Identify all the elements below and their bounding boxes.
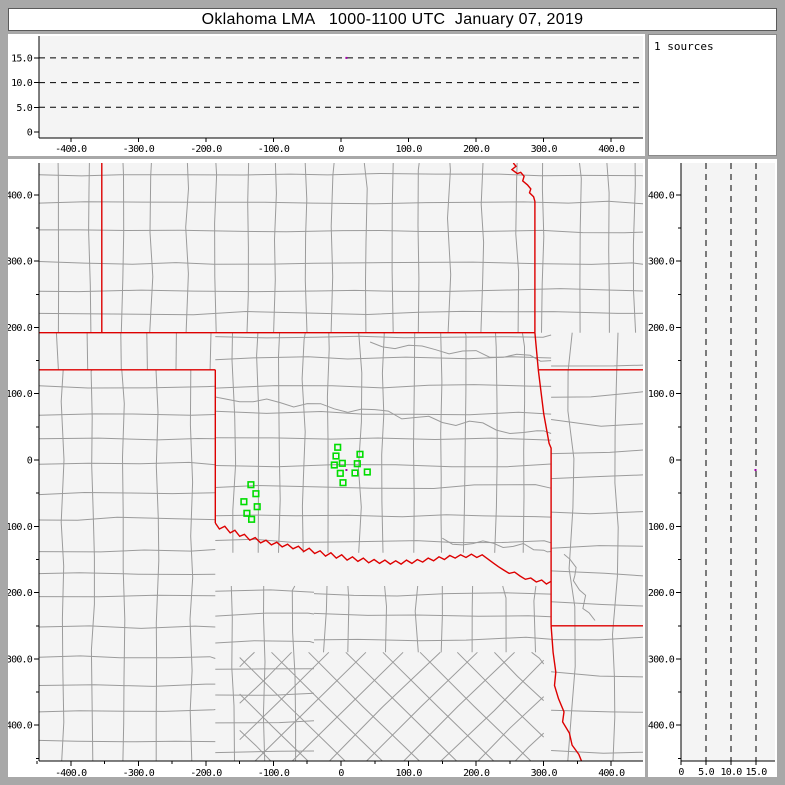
lma-station-marker <box>353 460 361 468</box>
map-axes: 400.0 300.0 200.0 100.0 0 -100.0 -200.0 -300.0 -… <box>8 163 643 777</box>
ns-alt-y-tick-label: 400.0 <box>648 190 675 201</box>
ns-alt-background <box>681 163 775 761</box>
lma-station-marker <box>248 515 256 523</box>
map-content <box>39 163 643 761</box>
ns-alt-y-tick-label: 200.0 <box>648 323 675 334</box>
alt-y-tick-label: 5.0 <box>16 103 32 114</box>
map-x-tick-label: -400.0 <box>55 768 87 777</box>
lma-station-marker <box>334 443 342 451</box>
map-y-tick-label: 200.0 <box>8 323 33 334</box>
map-y-tick-label: -200.0 <box>8 588 33 599</box>
ns-alt-x-tick-label: 15.0 <box>746 767 768 777</box>
alt-ew-x-tick-label: 400.0 <box>598 144 625 155</box>
map-y-tick-label: -300.0 <box>8 654 33 665</box>
alt-ew-x-tick-label: 200.0 <box>463 144 490 155</box>
state-border-kansas-missouri <box>510 163 536 333</box>
map-y-tick-label: 0 <box>27 456 33 467</box>
ns-alt-y-tick-label: 100.0 <box>648 389 675 400</box>
lma-station-marker <box>252 490 260 498</box>
ns-alt-axes: 400.0 300.0 200.0 100.0 0 -100.0 -200.0 -300.0 -… <box>648 163 775 777</box>
map-y-tick-label: -400.0 <box>8 721 33 732</box>
title-bar: Oklahoma LMA 1000-1100 UTC January 07, 2… <box>8 8 777 31</box>
alt-y-tick-label: 15.0 <box>11 53 33 64</box>
lma-station-marker <box>253 503 261 511</box>
alt-ew-axes: 15.0 10.0 5.0 0 -400.0 -300.0 -200.0 -100.0 0 100… <box>11 36 643 155</box>
state-border-oklahoma-missouri <box>534 332 539 370</box>
ns-alt-y-tick-label: 0 <box>669 456 675 467</box>
river-line <box>442 537 552 553</box>
plan-view-map-panel: 400.0 300.0 200.0 100.0 0 -100.0 -200.0 -300.0 -… <box>8 159 645 777</box>
sources-count-label: 1 sources <box>654 40 714 53</box>
alt-ew-x-tick-label: -100.0 <box>258 144 290 155</box>
map-x-tick-label: -100.0 <box>258 768 290 777</box>
lma-station-marker <box>243 509 251 517</box>
alt-ew-x-tick-label: 0 <box>338 144 344 155</box>
map-y-tick-label: -100.0 <box>8 522 33 533</box>
ns-alt-x-tick-label: 10.0 <box>721 767 743 777</box>
river-line <box>563 553 596 621</box>
state-border-red-river <box>214 522 552 585</box>
map-y-tick-label: 300.0 <box>8 257 33 268</box>
map-x-tick-label: 400.0 <box>598 768 625 777</box>
ns-alt-y-tick-label: -200.0 <box>648 588 675 599</box>
alt-ew-x-tick-label: -400.0 <box>55 144 87 155</box>
ns-alt-y-tick-label: 300.0 <box>648 257 675 268</box>
ns-alt-y-tick-label: -100.0 <box>648 522 675 533</box>
altitude-ew-plot[interactable]: 15.0 10.0 5.0 0 -400.0 -300.0 -200.0 -100.0 0 100… <box>8 34 645 156</box>
map-x-tick-label: 300.0 <box>531 768 558 777</box>
lightning-source-dot <box>345 56 348 59</box>
lma-station-marker <box>330 461 338 469</box>
lma-station-marker <box>356 450 364 458</box>
ns-alt-y-tick-label: -400.0 <box>648 721 675 732</box>
map-y-tick-label: 100.0 <box>8 389 33 400</box>
river-line <box>369 341 552 362</box>
alt-y-tick-label: 0 <box>27 128 33 139</box>
county-grid <box>39 163 643 761</box>
plan-view-map-plot[interactable]: 400.0 300.0 200.0 100.0 0 -100.0 -200.0 -300.0 -… <box>8 159 645 777</box>
ns-alt-x-tick-label: 0 <box>678 767 684 777</box>
sources-count-panel: 1 sources <box>648 34 777 156</box>
lma-station-marker <box>332 452 340 460</box>
lma-stations <box>240 443 371 523</box>
lightning-source-dot <box>345 469 348 471</box>
ns-alt-y-tick-label: -300.0 <box>648 654 675 665</box>
alt-ew-x-tick-label: -200.0 <box>190 144 222 155</box>
lma-station-marker <box>351 469 359 477</box>
alt-ew-x-tick-label: 300.0 <box>531 144 558 155</box>
ns-altitude-plot[interactable]: 400.0 300.0 200.0 100.0 0 -100.0 -200.0 -300.0 -… <box>648 159 777 777</box>
map-x-tick-label: 200.0 <box>463 768 490 777</box>
map-x-tick-label: 0 <box>338 768 344 777</box>
lma-station-marker <box>247 481 255 489</box>
river-line <box>215 396 552 435</box>
map-x-tick-label: -200.0 <box>190 768 222 777</box>
state-borders <box>39 163 643 761</box>
map-background <box>39 163 643 761</box>
ns-vs-altitude-panel: 400.0 300.0 200.0 100.0 0 -100.0 -200.0 -300.0 -… <box>648 159 777 777</box>
map-y-tick-label: 400.0 <box>8 190 33 201</box>
state-border-texas-louisiana <box>550 625 583 761</box>
lma-station-marker <box>336 469 344 477</box>
map-x-tick-label: -300.0 <box>123 768 155 777</box>
lightning-source-dot <box>754 469 757 471</box>
lma-station-marker <box>363 468 371 476</box>
lma-station-marker <box>339 479 347 487</box>
altitude-vs-ew-panel: 15.0 10.0 5.0 0 -400.0 -300.0 -200.0 -100.0 0 100… <box>8 34 645 156</box>
map-x-tick-label: 100.0 <box>396 768 423 777</box>
alt-y-tick-label: 10.0 <box>11 78 33 89</box>
alt-ew-x-tick-label: 100.0 <box>396 144 423 155</box>
window-title: Oklahoma LMA 1000-1100 UTC January 07, 2… <box>201 10 584 28</box>
ns-alt-x-tick-label: 5.0 <box>698 767 714 777</box>
state-border-oklahoma-arkansas <box>537 369 552 580</box>
alt-ew-x-tick-label: -300.0 <box>123 144 155 155</box>
alt-ew-background <box>39 36 643 138</box>
lma-station-marker <box>240 498 248 506</box>
lma-station-marker <box>338 459 346 467</box>
